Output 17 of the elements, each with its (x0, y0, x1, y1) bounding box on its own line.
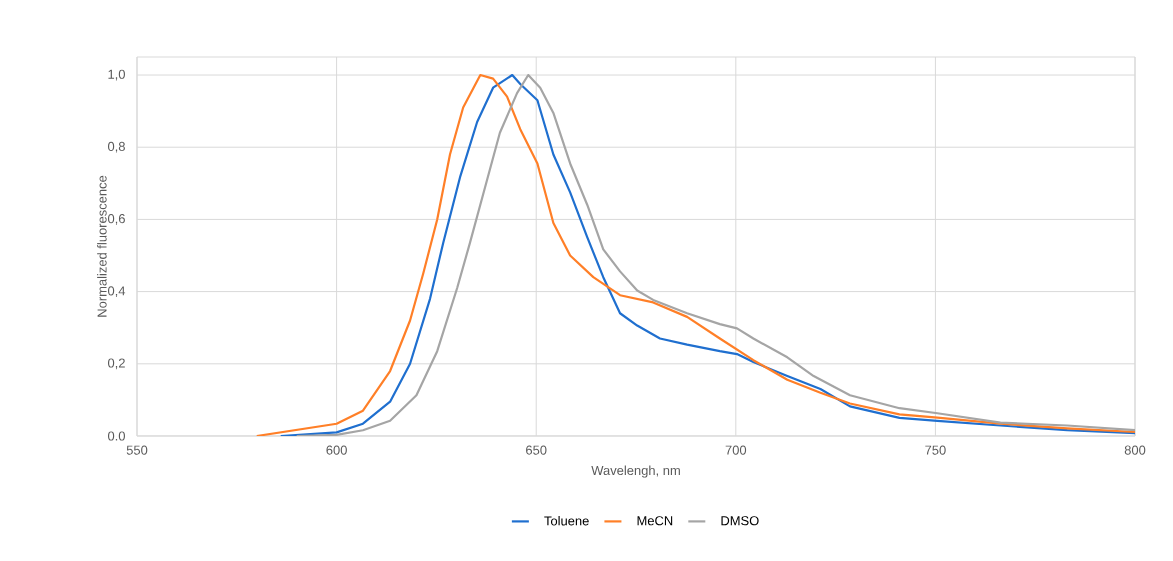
x-axis-title: Wavelengh, nm (591, 465, 680, 478)
y-axis-title: Normalized fluorescence (97, 175, 107, 317)
legend-label: Toluene (544, 515, 589, 526)
y-tick-label: 1,0 (108, 69, 125, 81)
x-tick-label: 750 (925, 445, 946, 455)
y-tick-label: 0,6 (107, 214, 125, 225)
y-tick-label: 0,4 (107, 286, 126, 297)
y-tick-label: 0,8 (107, 141, 125, 153)
x-tick-label: 550 (126, 445, 148, 455)
legend-label: MeCN (637, 516, 673, 526)
x-tick-label: 700 (725, 445, 747, 455)
x-tick-label: 800 (1124, 445, 1146, 455)
x-tick-label: 650 (526, 445, 547, 455)
legend-label: DMSO (721, 516, 759, 526)
y-tick-label: 0.0 (107, 431, 125, 441)
x-tick-label: 600 (326, 445, 347, 455)
y-tick-label: 0,2 (107, 358, 125, 370)
